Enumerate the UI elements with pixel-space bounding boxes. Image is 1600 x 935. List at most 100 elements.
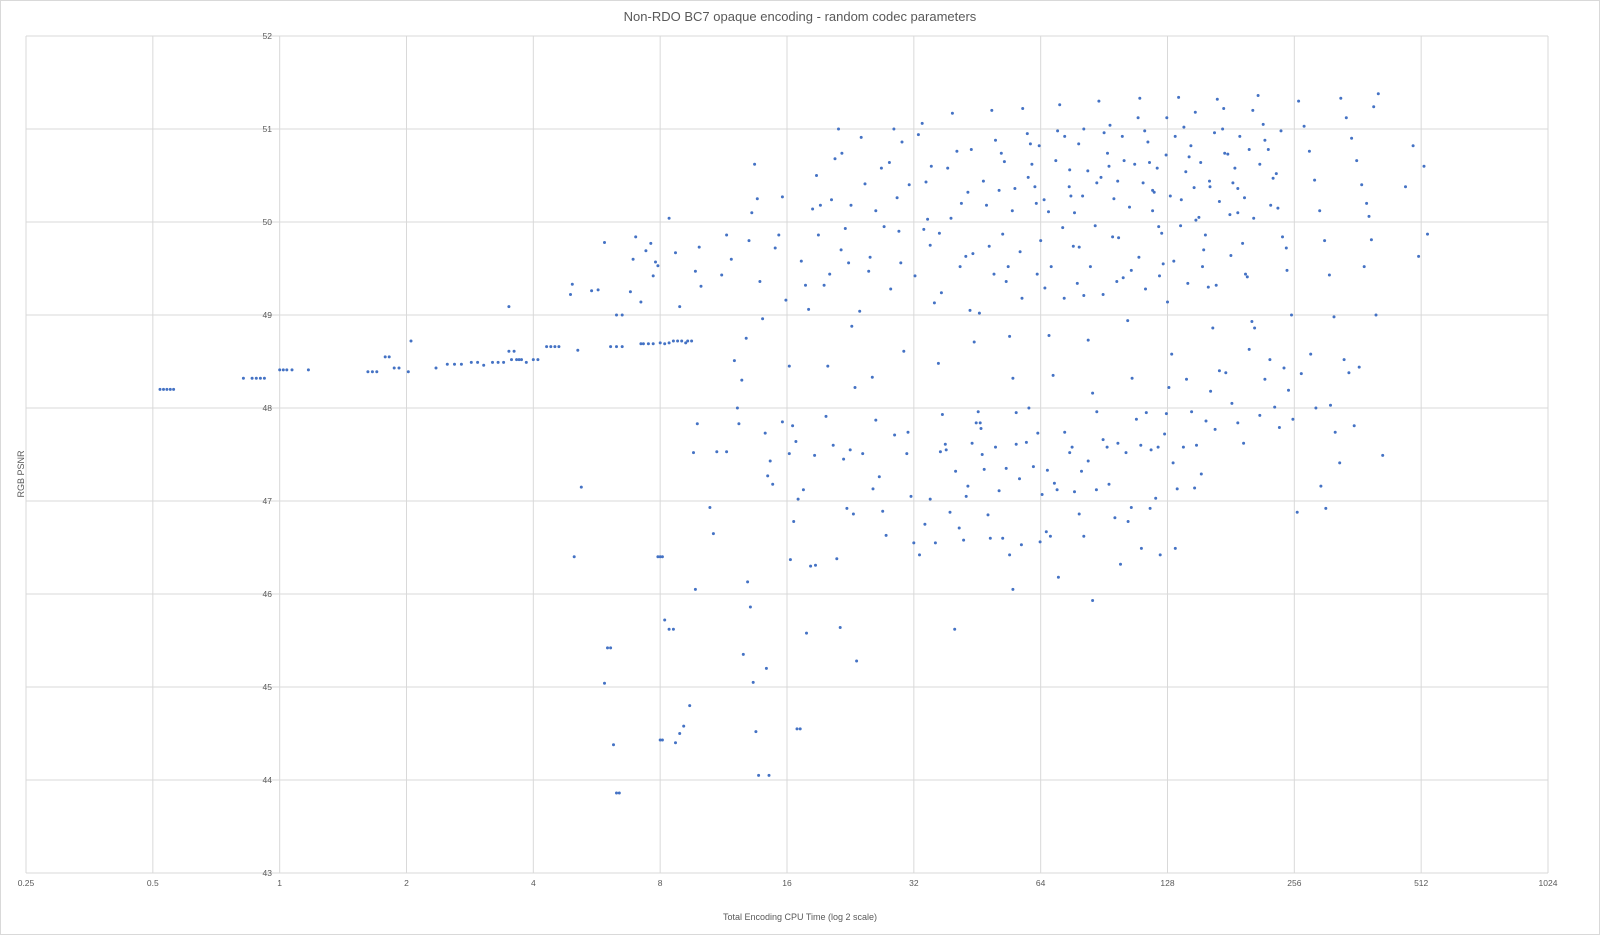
data-point (241, 376, 245, 380)
data-point (663, 618, 667, 622)
data-point (958, 265, 962, 269)
data-point (1116, 441, 1120, 445)
data-point (639, 300, 643, 304)
data-point (868, 255, 872, 259)
data-point (964, 494, 968, 498)
data-point (1070, 445, 1074, 449)
data-point (1093, 224, 1097, 228)
data-point (879, 166, 883, 170)
data-point (926, 217, 930, 221)
data-point (907, 183, 911, 187)
y-tick-label: 51 (263, 124, 273, 134)
data-point (895, 196, 899, 200)
data-point (1185, 377, 1188, 381)
data-point (1224, 371, 1228, 375)
data-point (1221, 127, 1225, 131)
data-point (660, 555, 664, 559)
data-point (1258, 162, 1262, 166)
data-point (912, 541, 916, 545)
data-point (631, 257, 635, 261)
data-point (1244, 272, 1247, 276)
data-point (1179, 198, 1183, 202)
data-point (1241, 241, 1245, 245)
data-point (476, 360, 480, 364)
y-tick-label: 46 (263, 589, 273, 599)
data-point (1233, 166, 1237, 170)
data-point (569, 293, 572, 296)
data-point (1372, 105, 1376, 109)
data-point (893, 433, 897, 437)
data-point (1002, 160, 1006, 164)
chart-title: Non-RDO BC7 opaque encoding - random cod… (623, 9, 977, 24)
data-point (1082, 534, 1086, 538)
data-point (1203, 233, 1207, 237)
data-point (1141, 181, 1145, 185)
data-point (1167, 386, 1171, 389)
data-point (168, 387, 172, 391)
data-point (1282, 366, 1286, 370)
data-point (1111, 235, 1115, 239)
data-point (1137, 255, 1141, 259)
data-point (916, 133, 920, 137)
data-point (1362, 265, 1366, 269)
data-point (764, 666, 768, 670)
data-point (620, 345, 624, 349)
data-point (874, 209, 878, 213)
data-point (1107, 482, 1111, 486)
data-point (1055, 488, 1059, 492)
data-point (1047, 334, 1051, 337)
x-tick-label: 4 (531, 878, 536, 888)
data-point (1164, 153, 1168, 157)
data-point (254, 376, 258, 380)
data-point (641, 342, 645, 346)
data-point (250, 376, 254, 380)
data-point (711, 532, 715, 536)
data-point (1101, 438, 1105, 442)
data-point (1106, 151, 1109, 155)
data-point (766, 474, 770, 478)
data-point (1327, 273, 1331, 277)
data-point (763, 431, 767, 435)
data-point (1082, 127, 1086, 131)
data-point (1217, 369, 1221, 373)
data-point (1175, 487, 1179, 491)
data-point (1161, 262, 1165, 266)
data-point (746, 580, 750, 584)
data-point (1329, 403, 1332, 407)
data-point (1208, 179, 1211, 183)
data-point (1113, 516, 1117, 520)
data-point (579, 485, 583, 489)
data-point (1357, 365, 1361, 369)
y-tick-label: 49 (263, 310, 273, 320)
data-point (507, 305, 511, 309)
data-point (715, 450, 719, 454)
data-point (936, 361, 940, 365)
data-point (1054, 159, 1058, 163)
data-point (1144, 287, 1147, 291)
data-point (796, 497, 800, 501)
data-point (545, 345, 549, 349)
data-point (1208, 185, 1212, 189)
x-axis-ticks: 0.25 0.5 1 2 4 8 16 32 64 128 256 512 1024 (18, 878, 1558, 888)
data-point (1020, 296, 1024, 300)
data-point (667, 341, 671, 345)
data-point (615, 791, 618, 795)
data-point (1228, 213, 1232, 217)
data-point (1199, 161, 1203, 164)
data-point (1223, 151, 1227, 155)
data-point (615, 313, 618, 317)
data-point (370, 370, 374, 374)
data-point (517, 358, 521, 362)
data-point (990, 108, 994, 112)
data-point (1284, 246, 1288, 250)
data-point (1157, 225, 1161, 229)
data-point (784, 298, 788, 302)
data-point (1056, 129, 1060, 133)
data-point (1173, 546, 1177, 550)
data-point (1236, 211, 1240, 215)
data-point (612, 743, 615, 747)
data-point (459, 362, 463, 366)
data-point (1081, 194, 1085, 198)
data-point (1067, 185, 1071, 189)
data-point (884, 533, 888, 537)
